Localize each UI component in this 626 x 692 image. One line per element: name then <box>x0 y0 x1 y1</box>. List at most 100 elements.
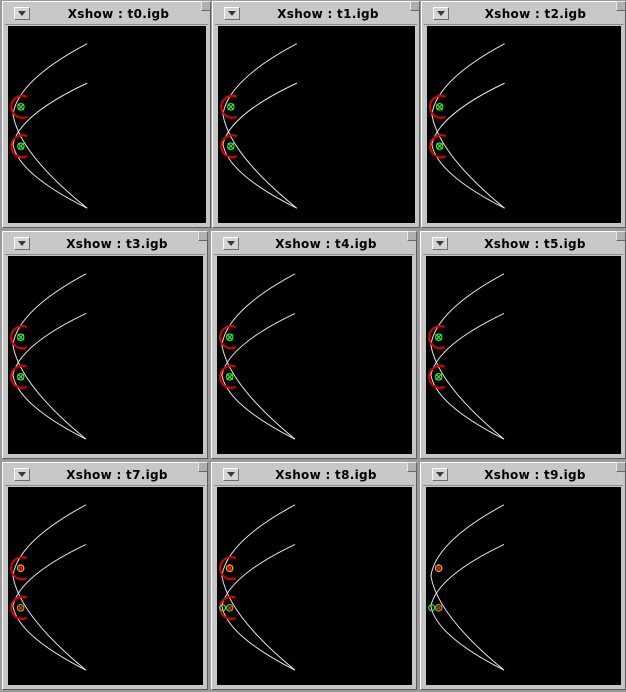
window-title: Xshow : t8.igb <box>275 468 377 482</box>
plot-canvas[interactable] <box>426 487 621 685</box>
window-menu-icon[interactable] <box>14 7 30 20</box>
window-menu-icon[interactable] <box>14 468 30 481</box>
window-titlebar[interactable]: Xshow : t3.igb <box>5 234 205 255</box>
window-titlebar[interactable]: Xshow : t0.igb <box>5 4 208 25</box>
window-menu-icon[interactable] <box>432 237 448 250</box>
marker-circle <box>434 372 443 381</box>
marker-cross <box>17 103 25 111</box>
window-menu-icon[interactable] <box>14 237 30 250</box>
window-titlebar[interactable]: Xshow : t7.igb <box>5 465 205 486</box>
marker-cross <box>436 103 444 111</box>
window-title: Xshow : t1.igb <box>277 7 379 21</box>
marker-circle <box>16 603 25 612</box>
window-title: Xshow : t3.igb <box>66 237 168 251</box>
marker-cross <box>17 604 25 612</box>
trajectory-curve-1 <box>12 504 87 671</box>
resize-handle[interactable] <box>201 1 211 11</box>
marker-circle <box>225 372 234 381</box>
plot-canvas[interactable] <box>8 256 203 454</box>
marker-circle <box>227 142 235 150</box>
trajectory-curve-2 <box>12 543 87 671</box>
window-titlebar[interactable]: Xshow : t2.igb <box>424 4 623 25</box>
plot-canvas[interactable] <box>427 26 621 223</box>
xshow-window-5[interactable]: Xshow : t5.igb <box>420 231 626 459</box>
window-menu-icon[interactable] <box>433 7 449 20</box>
green-trace-circle <box>219 604 227 612</box>
window-titlebar[interactable]: Xshow : t8.igb <box>214 465 414 486</box>
trajectory-curve-1 <box>430 504 505 671</box>
plot-canvas[interactable] <box>217 487 412 685</box>
resize-handle[interactable] <box>407 231 417 241</box>
plot-canvas[interactable] <box>218 26 415 223</box>
xshow-window-1[interactable]: Xshow : t1.igb <box>212 1 420 228</box>
trajectory-curve-1 <box>430 273 505 440</box>
window-title: Xshow : t5.igb <box>484 237 586 251</box>
focus-marker-1 <box>10 325 28 350</box>
window-titlebar[interactable]: Xshow : t9.igb <box>423 465 623 486</box>
marker-circle <box>434 603 443 612</box>
plot-svg <box>10 43 88 209</box>
marker-cross <box>17 333 25 341</box>
red-arc <box>429 134 447 159</box>
marker-circle <box>435 142 444 150</box>
red-arc <box>10 325 28 350</box>
marker-cross <box>226 373 234 381</box>
focus-marker-2 <box>220 134 238 159</box>
window-titlebar[interactable]: Xshow : t1.igb <box>215 4 417 25</box>
plot-canvas[interactable] <box>8 487 203 685</box>
xshow-window-6[interactable]: Xshow : t7.igb <box>2 462 208 690</box>
xshow-window-8[interactable]: Xshow : t9.igb <box>420 462 626 690</box>
red-arc <box>219 364 237 389</box>
marker-cross <box>226 604 234 612</box>
marker-circle <box>225 603 234 612</box>
red-arc <box>10 94 28 119</box>
plot-canvas[interactable] <box>426 256 621 454</box>
plot-svg <box>10 273 87 440</box>
plot-svg <box>429 43 505 209</box>
focus-marker-1 <box>10 556 28 581</box>
red-arc <box>220 94 238 119</box>
marker-cross <box>227 142 235 150</box>
focus-marker-2 <box>429 134 447 159</box>
red-arc <box>10 556 28 581</box>
resize-handle[interactable] <box>616 231 626 241</box>
focus-marker-2 <box>428 364 446 389</box>
resize-handle[interactable] <box>407 462 417 472</box>
trajectory-curve-1 <box>12 43 88 209</box>
focus-marker-1 <box>219 325 237 350</box>
plot-svg <box>428 273 505 440</box>
xshow-window-3[interactable]: Xshow : t3.igb <box>2 231 208 459</box>
marker-cross <box>226 333 234 341</box>
xshow-window-4[interactable]: Xshow : t4.igb <box>211 231 417 459</box>
window-menu-icon[interactable] <box>432 468 448 481</box>
marker-circle <box>435 102 444 111</box>
resize-handle[interactable] <box>410 1 420 11</box>
red-arc <box>428 364 446 389</box>
window-menu-icon[interactable] <box>223 237 239 250</box>
window-menu-icon[interactable] <box>223 468 239 481</box>
window-title: Xshow : t0.igb <box>67 7 170 21</box>
plot-canvas[interactable] <box>8 26 206 223</box>
window-titlebar[interactable]: Xshow : t4.igb <box>214 234 414 255</box>
trajectory-curve-2 <box>222 82 298 209</box>
resize-handle[interactable] <box>616 462 626 472</box>
trajectory-curve-2 <box>431 82 505 209</box>
red-arc <box>10 595 28 620</box>
trajectory-curve-1 <box>12 273 87 440</box>
window-title: Xshow : t2.igb <box>484 7 587 21</box>
focus-marker-2 <box>428 603 443 612</box>
focus-marker-2 <box>10 364 28 389</box>
focus-marker-2 <box>10 134 28 159</box>
window-titlebar[interactable]: Xshow : t5.igb <box>423 234 623 255</box>
xshow-window-2[interactable]: Xshow : t2.igb <box>421 1 626 228</box>
marker-cross <box>17 142 25 150</box>
window-menu-icon[interactable] <box>224 7 240 20</box>
resize-handle[interactable] <box>198 462 208 472</box>
resize-handle[interactable] <box>616 1 626 11</box>
green-trace-circle <box>428 604 436 612</box>
xshow-window-0[interactable]: Xshow : t0.igb <box>2 1 211 228</box>
marker-cross <box>435 564 443 572</box>
plot-canvas[interactable] <box>217 256 412 454</box>
resize-handle[interactable] <box>198 231 208 241</box>
xshow-window-7[interactable]: Xshow : t8.igb <box>211 462 417 690</box>
